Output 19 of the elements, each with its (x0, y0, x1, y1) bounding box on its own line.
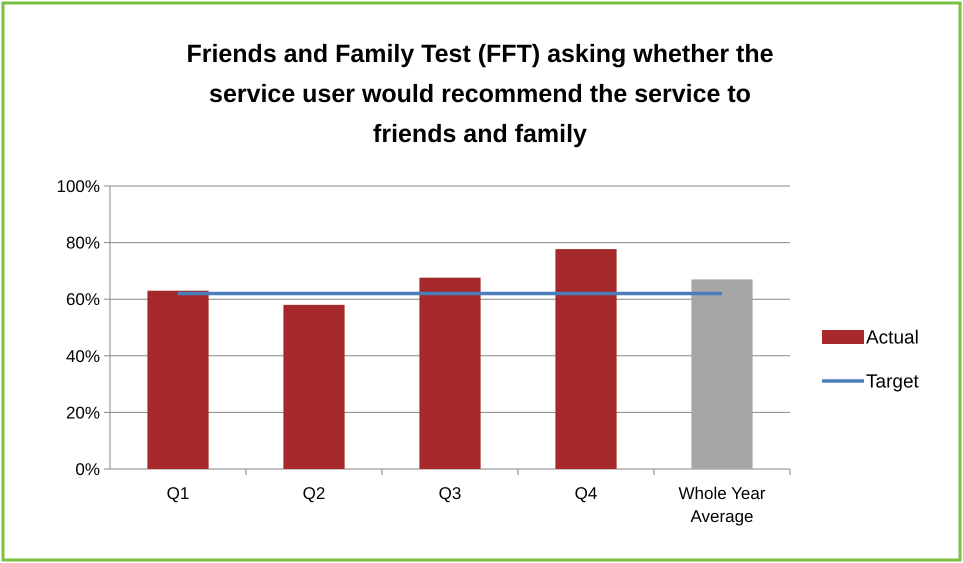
bar (419, 278, 481, 469)
x-tick-label: Whole Year Average (678, 484, 766, 526)
y-tick-label: 0% (75, 460, 100, 479)
legend-label: Target (866, 372, 920, 393)
bar (283, 304, 345, 469)
x-tick-label: Q2 (302, 484, 326, 503)
y-tick-label: 60% (66, 290, 100, 310)
x-tick-label: Q3 (438, 484, 462, 503)
bar (555, 249, 617, 469)
legend-label: Actual (866, 328, 919, 349)
y-tick-label: 80% (66, 234, 100, 253)
y-tick-label: 20% (66, 403, 100, 422)
y-tick-label: 40% (66, 346, 100, 366)
bar (147, 290, 209, 469)
chart-title: Friends and Family Test (FFT) asking whether the service user would recommend the service to friends and family (186, 40, 774, 148)
x-tick-label: Q4 (574, 484, 598, 503)
bar (691, 279, 753, 469)
x-tick-label: Q1 (166, 484, 190, 503)
y-tick-label: 100% (56, 176, 100, 196)
